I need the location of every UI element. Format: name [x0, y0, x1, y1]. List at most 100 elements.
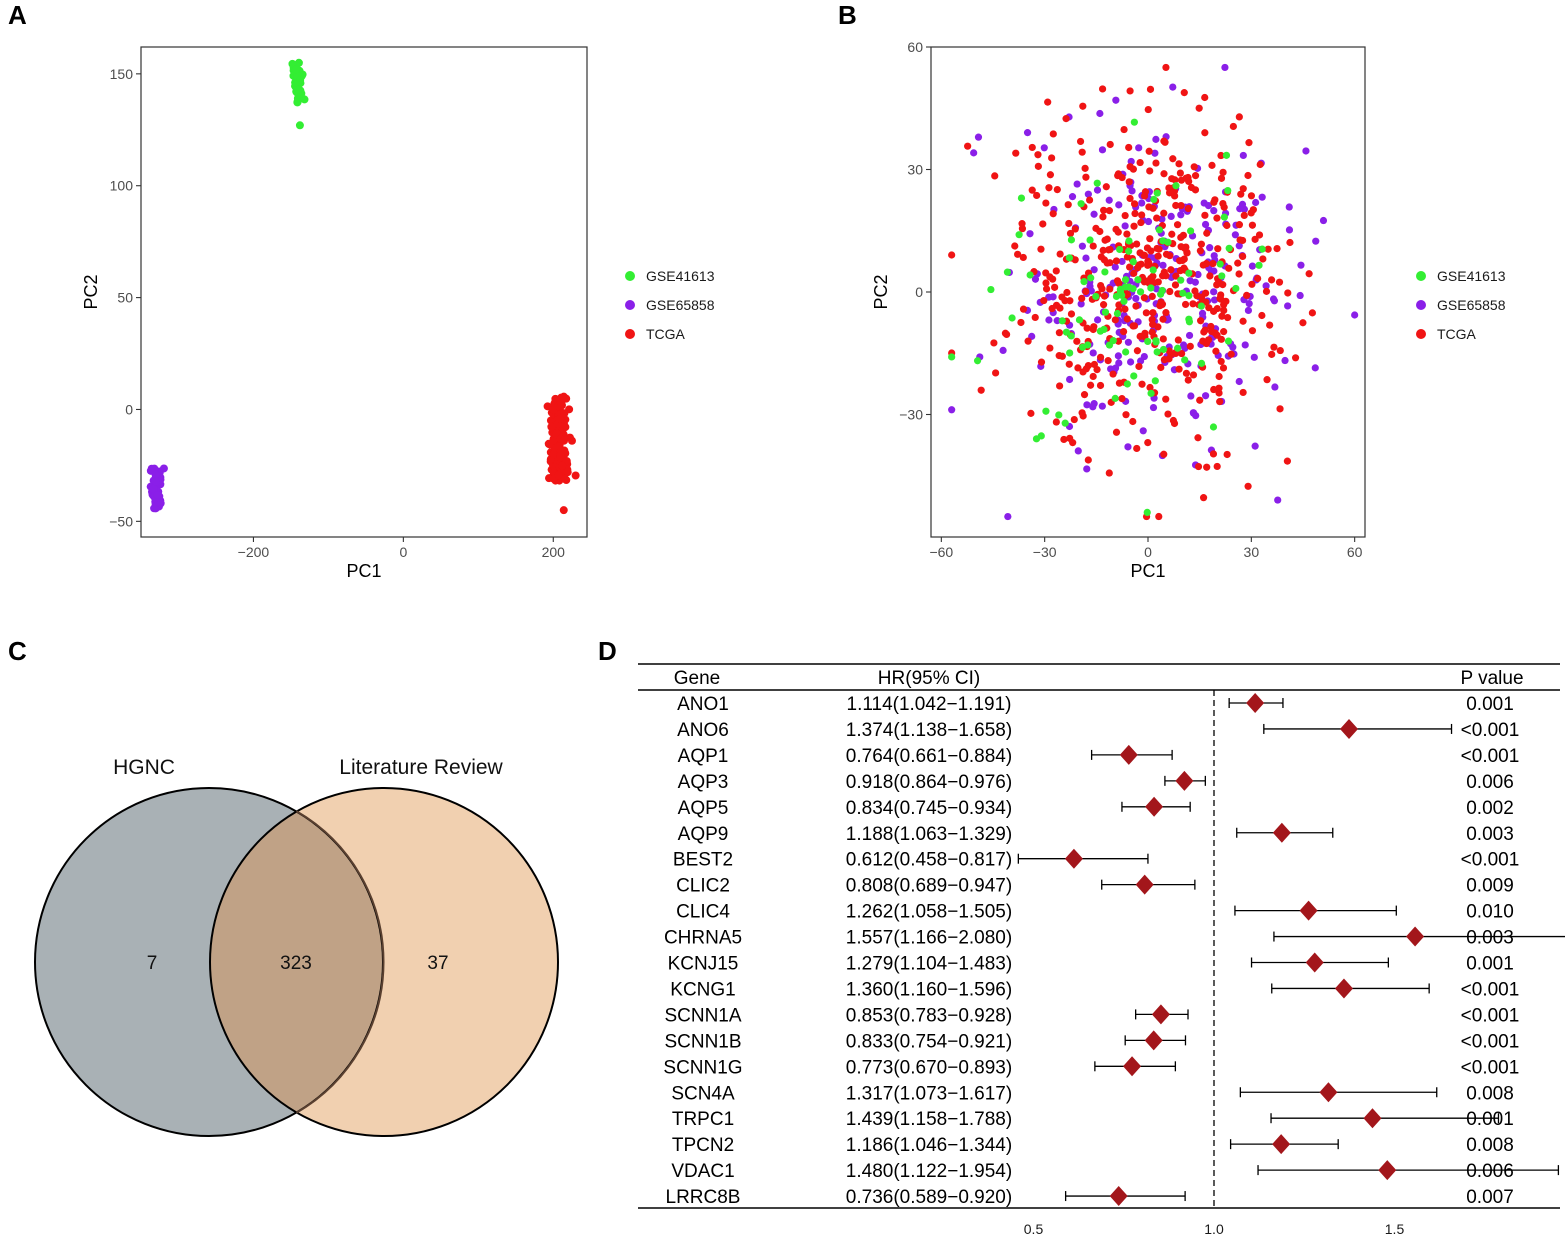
scatter-point [1193, 292, 1201, 300]
scatter-point [1296, 291, 1304, 300]
scatter-point [561, 474, 570, 483]
scatter-point [1222, 151, 1231, 159]
scatter-point [1113, 309, 1122, 318]
forest-hr-diamond [1363, 1108, 1382, 1129]
forest-hr-label: 1.262(1.058−1.505) [846, 902, 1012, 923]
scatter-point [1217, 295, 1225, 303]
scatter-point [571, 471, 580, 480]
x-ticks-b: −60 −30 0 30 60 [929, 537, 1363, 560]
scatter-point [1209, 423, 1218, 431]
scatter-point [1187, 227, 1195, 235]
scatter-point [1145, 147, 1153, 155]
scatter-point [1203, 229, 1211, 237]
scatter-point [1045, 184, 1053, 192]
scatter-point [1045, 316, 1053, 324]
forest-pvalue-label: 0.010 [1466, 902, 1514, 923]
scatter-point [1053, 317, 1061, 325]
scatter-point [1162, 395, 1170, 403]
points-a [146, 58, 580, 515]
forest-plot: Gene HR(95% CI) P value ANO1 1.114(1.042−… [638, 663, 1565, 1237]
scatter-point [1120, 125, 1128, 134]
scatter-point [1150, 195, 1158, 204]
scatter-point [1003, 268, 1012, 276]
scatter-point [1120, 297, 1128, 305]
scatter-point [1194, 270, 1202, 279]
scatter-point [1173, 221, 1182, 229]
scatter-point [1148, 315, 1156, 324]
scatter-point [1177, 276, 1185, 284]
scatter-point [1085, 196, 1094, 204]
forest-pvalue-label: 0.001 [1466, 694, 1514, 715]
scatter-point [1196, 396, 1204, 404]
scatter-point [1027, 409, 1035, 417]
scatter-point [1285, 226, 1294, 234]
scatter-point [1162, 63, 1170, 72]
scatter-point [1210, 385, 1218, 394]
scatter-point [1042, 407, 1050, 415]
scatter-point [1126, 87, 1134, 95]
scatter-point [1145, 203, 1153, 211]
scatter-point [1148, 328, 1156, 336]
scatter-point [1049, 293, 1057, 301]
scatter-point [1286, 238, 1294, 247]
scatter-point [150, 504, 159, 513]
scatter-point [1089, 242, 1097, 250]
scatter-point [1204, 336, 1213, 344]
scatter-point [1070, 415, 1078, 424]
scatter-point [1067, 332, 1075, 340]
scatter-point [970, 149, 978, 157]
scatter-point [1235, 242, 1243, 250]
forest-pvalue-label: <0.001 [1461, 850, 1520, 871]
forest-hr-diamond [1109, 1186, 1128, 1207]
scatter-point [1084, 456, 1092, 464]
scatter-point [1061, 419, 1069, 427]
scatter-point [1199, 494, 1208, 502]
scatter-point [1130, 269, 1138, 277]
forest-hr-label: 1.557(1.166−2.080) [846, 928, 1012, 949]
y-tick-label: −50 [109, 513, 133, 529]
scatter-point [1086, 236, 1094, 244]
scatter-point [1060, 435, 1068, 444]
scatter-point [1201, 220, 1210, 229]
scatter-point [1281, 356, 1289, 365]
scatter-point [1083, 401, 1091, 409]
scatter-point [1093, 316, 1102, 324]
scatter-point [1112, 292, 1121, 301]
scatter-point [291, 65, 300, 74]
scatter-point [560, 436, 569, 445]
scatter-point [1123, 230, 1131, 238]
scatter-point [1145, 259, 1153, 267]
venn-label-hgnc: HGNC [113, 756, 175, 779]
scatter-point [1015, 231, 1023, 239]
scatter-point [1149, 266, 1157, 274]
scatter-point [1111, 263, 1119, 271]
scatter-point [1172, 272, 1180, 280]
scatter-point [1201, 326, 1209, 334]
y-tick-label: 0 [125, 401, 133, 417]
scatter-point [1065, 360, 1073, 368]
forest-gene-label: SCNN1A [664, 1005, 741, 1026]
scatter-point [156, 499, 165, 508]
scatter-point [1212, 347, 1220, 355]
scatter-point [1152, 285, 1161, 293]
scatter-point [1058, 317, 1066, 325]
scatter-point [1224, 313, 1232, 322]
forest-gene-label: KCNG1 [670, 979, 735, 1000]
scatter-point [1177, 243, 1185, 251]
forest-hr-diamond [1151, 1004, 1170, 1025]
scatter-point [1153, 214, 1161, 222]
scatter-point [1245, 299, 1253, 308]
x-axis-title-b: PC1 [1130, 561, 1165, 581]
scatter-point [1266, 321, 1274, 329]
scatter-point [1102, 183, 1110, 191]
scatter-point [547, 422, 556, 431]
forest-gene-label: SCNN1B [664, 1031, 741, 1052]
scatter-point [560, 409, 569, 418]
forest-hr-label: 1.114(1.042−1.191) [847, 694, 1012, 715]
scatter-point [1275, 278, 1284, 286]
scatter-point [1147, 389, 1155, 397]
scatter-point [1101, 268, 1109, 276]
scatter-point [1177, 233, 1185, 242]
legend-swatch [1416, 271, 1426, 281]
forest-pvalue-label: 0.003 [1466, 928, 1514, 949]
